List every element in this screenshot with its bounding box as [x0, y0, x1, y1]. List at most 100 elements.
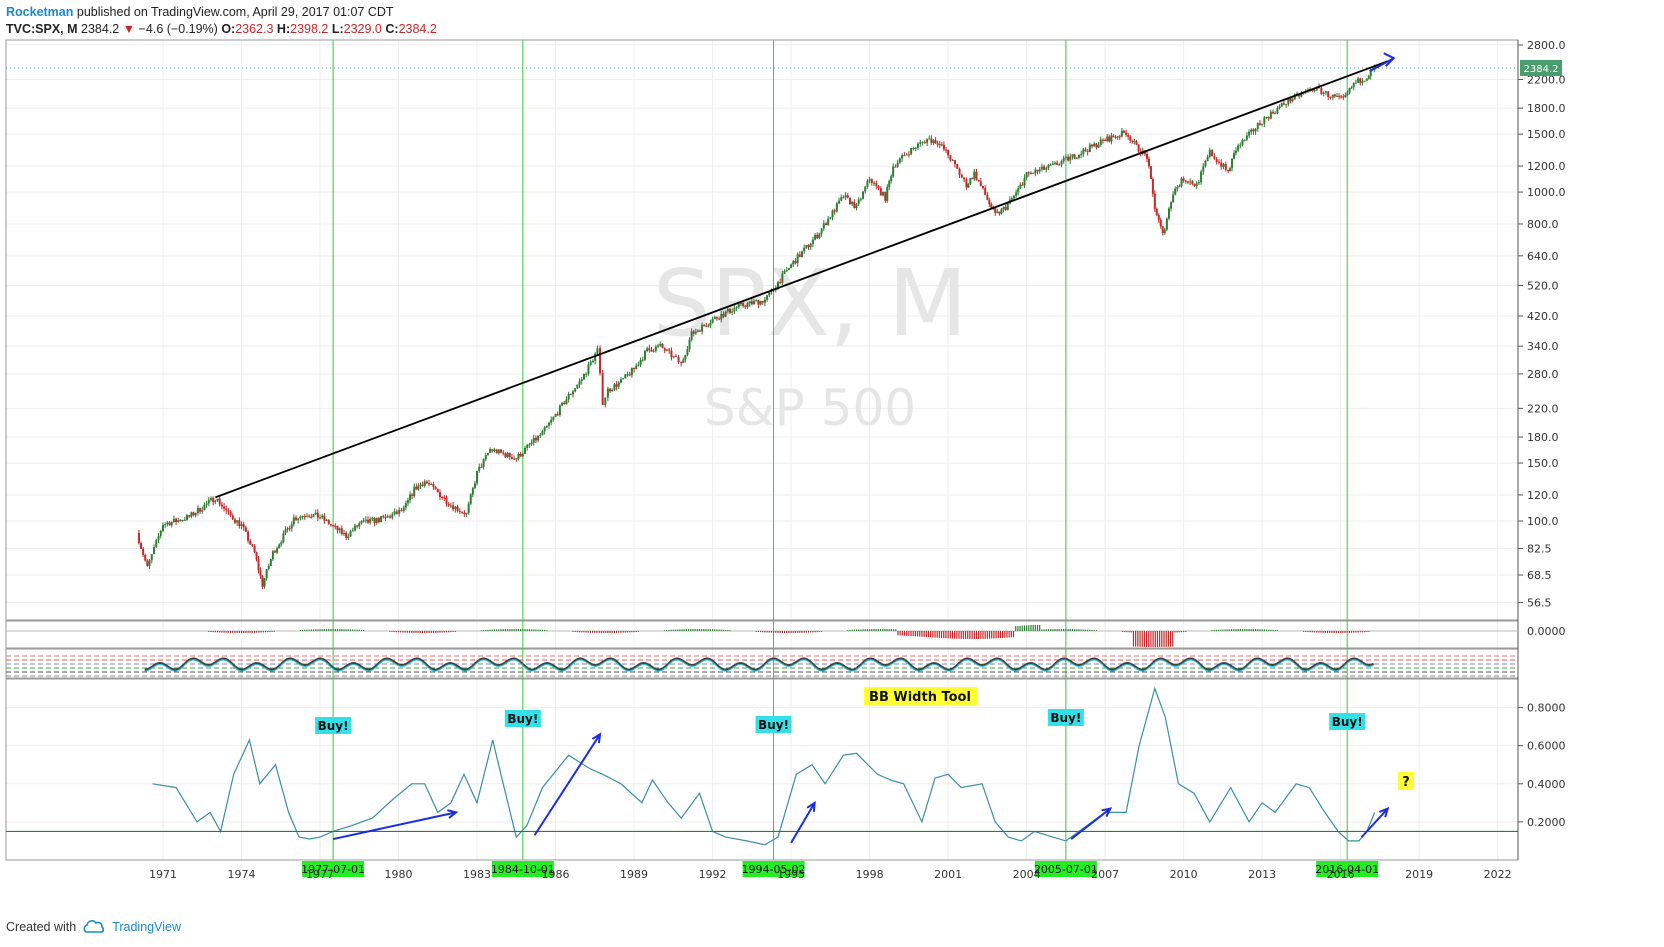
candle-body	[199, 508, 202, 512]
candle-body	[781, 273, 784, 283]
candle-body	[587, 364, 590, 374]
candle-body	[822, 223, 825, 229]
down-arrow-icon: ▼	[122, 22, 136, 36]
candle-body	[1029, 172, 1032, 174]
candle-body	[257, 559, 260, 571]
candle-body	[1025, 172, 1028, 178]
candle-body	[699, 330, 702, 332]
candle-body	[1331, 94, 1334, 98]
buy-label: Buy!	[1050, 711, 1081, 725]
candle-body	[744, 305, 747, 307]
candle-body	[1131, 140, 1134, 142]
candle-body	[504, 453, 507, 458]
candle-body	[798, 254, 801, 257]
x-tick-label: 1989	[620, 868, 648, 881]
candle-body	[953, 159, 956, 165]
candle-body	[864, 186, 867, 192]
candle-body	[286, 528, 289, 530]
candle-body	[703, 324, 706, 326]
candle-body	[846, 195, 849, 198]
candle-body	[1231, 158, 1234, 168]
candle-body	[1127, 134, 1130, 137]
candle-body	[800, 251, 803, 257]
candle-body	[192, 512, 195, 516]
candle-body	[942, 144, 945, 150]
buy-label: Buy!	[758, 718, 789, 732]
candle-body	[528, 444, 531, 446]
candle-body	[967, 183, 970, 188]
candle-body	[1120, 130, 1123, 137]
candle-body	[824, 223, 827, 226]
candle-body	[926, 138, 929, 143]
candle-body	[454, 506, 457, 510]
candle-body	[223, 506, 226, 509]
candle-body	[1322, 92, 1325, 94]
candle-body	[373, 518, 376, 523]
candle-body	[582, 374, 585, 380]
candle-body	[785, 270, 788, 272]
candle-body	[209, 498, 212, 500]
tradingview-link[interactable]: TradingView	[112, 920, 181, 934]
candle-body	[386, 516, 389, 518]
candle-body	[848, 197, 851, 205]
candle-body	[242, 524, 245, 528]
candle-body	[1234, 150, 1237, 154]
y-tick-label: 120.0	[1527, 489, 1559, 502]
candle-body	[194, 513, 197, 516]
candle-body	[1265, 117, 1268, 119]
buy-label-box	[315, 717, 352, 734]
candle-body	[484, 454, 487, 460]
candle-body	[707, 325, 710, 327]
candle-body	[261, 575, 264, 587]
candle-body	[589, 361, 592, 365]
candle-body	[601, 373, 604, 405]
buy-date-box	[742, 861, 805, 877]
candle-body	[565, 399, 568, 405]
candle-body	[746, 303, 749, 307]
candle-body	[1258, 123, 1261, 125]
candle-body	[990, 204, 993, 208]
buy-date-label: 1994-05-02	[742, 863, 806, 876]
candle-body	[890, 176, 893, 182]
candle-body	[404, 503, 407, 508]
candle-body	[524, 447, 527, 454]
candle-body	[894, 166, 897, 168]
buy-label-box	[1047, 709, 1084, 726]
candle-body	[1287, 97, 1290, 105]
candle-body	[628, 374, 631, 376]
candle-body	[1077, 154, 1080, 158]
y-tick-label: 800.0	[1527, 218, 1559, 231]
watermark-symbol: SPX, M	[653, 250, 968, 357]
candle-body	[1239, 144, 1242, 146]
candle-body	[998, 211, 1001, 214]
candle-body	[963, 177, 966, 180]
candle-body	[415, 486, 418, 490]
candle-body	[1200, 171, 1203, 183]
candle-body	[164, 523, 167, 525]
histogram-tick-label: 0.0000	[1527, 625, 1566, 638]
candle-body	[325, 519, 328, 521]
candle-body	[639, 360, 642, 365]
candle-body	[1195, 183, 1198, 186]
y-tick-label: 640.0	[1527, 250, 1559, 263]
candle-body	[1084, 149, 1087, 151]
candle-body	[329, 524, 332, 526]
candle-body	[1118, 136, 1121, 138]
candle-body	[1088, 144, 1091, 152]
candle-body	[327, 519, 330, 525]
candle-body	[1241, 140, 1244, 145]
candle-body	[417, 485, 420, 490]
candle-body	[1108, 136, 1111, 142]
symbol-label[interactable]: TVC:SPX, M	[6, 22, 78, 36]
candle-body	[1252, 129, 1255, 132]
author-link[interactable]: Rocketman	[6, 5, 74, 19]
candle-body	[340, 528, 343, 534]
candle-body	[1342, 96, 1345, 98]
candle-body	[212, 498, 215, 503]
candle-body	[701, 324, 704, 332]
candle-body	[729, 308, 732, 313]
candle-body	[1004, 206, 1007, 210]
candle-body	[255, 552, 258, 560]
candle-body	[757, 300, 760, 305]
